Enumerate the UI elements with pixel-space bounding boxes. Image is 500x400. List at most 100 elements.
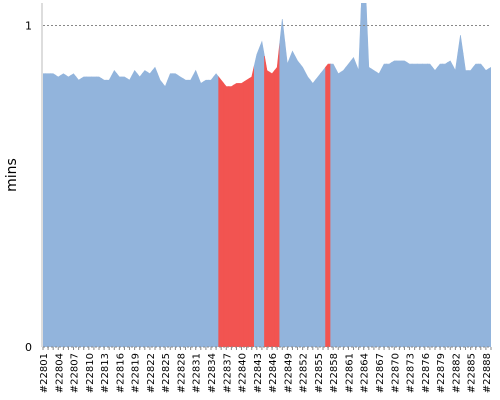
area-segment [192, 69, 199, 347]
area-segment [121, 76, 128, 347]
x-tick-label: #22867 [375, 353, 386, 393]
area-segment [45, 73, 51, 347]
area-segment [60, 73, 67, 347]
area-segment [208, 76, 214, 347]
area-segment [126, 75, 133, 347]
x-tick-label: #22816 [115, 353, 126, 393]
x-tick-label: #22804 [54, 353, 65, 393]
area-segment [80, 76, 87, 347]
x-tick-label: #22840 [238, 353, 249, 393]
x-tick-label: #22810 [85, 353, 96, 393]
area-segment [187, 75, 194, 347]
area-segment [75, 76, 82, 347]
area-segment [309, 79, 316, 347]
area-segment [131, 69, 138, 347]
area-segment [279, 19, 286, 347]
area-segment [432, 66, 438, 347]
x-tick-label: #22834 [207, 353, 218, 393]
area-segment [223, 82, 230, 347]
area-segment [376, 68, 382, 347]
area-segment [162, 80, 169, 347]
x-tick-label: #22825 [161, 353, 172, 393]
area-segment [411, 63, 418, 347]
area-segment [289, 50, 296, 347]
area-segment [345, 60, 352, 347]
x-tick-label: #22864 [360, 353, 371, 393]
x-tick-label: #22822 [146, 353, 157, 393]
x-tick-label: #22849 [283, 353, 294, 393]
x-tick-label: #22882 [451, 353, 462, 393]
area-segment [335, 68, 342, 347]
area-segment [203, 79, 209, 347]
area-segment [483, 66, 489, 347]
area-segment [462, 52, 469, 347]
area-segment [213, 73, 219, 347]
area-segment [442, 61, 449, 347]
area-segment [172, 73, 179, 347]
x-tick-label: #22819 [131, 353, 142, 393]
area-segment [228, 84, 235, 347]
area-segment [116, 72, 123, 347]
area-segment [304, 71, 311, 347]
area-segment [70, 73, 77, 347]
area-segment [350, 57, 357, 347]
x-tick-label: #22876 [421, 353, 432, 393]
x-tick-label: #22843 [253, 353, 264, 393]
area-segment [85, 76, 92, 347]
area-segment [325, 63, 331, 347]
y-tick-label: 1 [25, 20, 32, 33]
x-tick-label: #22888 [482, 353, 493, 393]
area-segment [243, 78, 250, 347]
x-tick-label: #22831 [192, 353, 203, 393]
area-segment [416, 63, 423, 347]
area-segment [101, 78, 107, 347]
area-segment [330, 63, 337, 347]
plot-area [43, 3, 491, 347]
area-segment [141, 70, 148, 347]
area-segment [406, 61, 413, 347]
area-segment [421, 63, 428, 347]
area-segment [294, 55, 301, 347]
area-segment [197, 76, 204, 347]
area-segment [391, 60, 398, 347]
area-segment [136, 72, 143, 347]
area-segment [50, 73, 57, 347]
x-tick-label: #22879 [436, 353, 447, 393]
area-segment [177, 74, 184, 347]
area-segment [238, 81, 245, 347]
area-segment [396, 60, 403, 347]
area-segment [106, 75, 113, 347]
y-axis-label: mins [4, 158, 20, 192]
area-segment [284, 41, 291, 347]
area-segment [467, 66, 474, 347]
x-tick-label: #22837 [222, 353, 233, 393]
area-segment [55, 74, 62, 347]
area-segment [472, 63, 479, 347]
area-segment [488, 66, 491, 347]
area-segment [457, 35, 464, 347]
area-segment [437, 63, 443, 347]
area-segment [147, 69, 153, 347]
area-segment [253, 47, 260, 347]
x-tick-label: #22846 [268, 353, 279, 393]
x-tick-label: #22858 [329, 353, 340, 393]
area-segment [360, 3, 367, 347]
area-segment [167, 73, 174, 347]
area-segment [43, 73, 46, 347]
x-tick-label: #22870 [390, 353, 401, 393]
area-segment [274, 43, 281, 347]
x-tick-label: #22852 [299, 353, 310, 393]
area-segment [96, 76, 102, 347]
x-tick-label: #22801 [39, 353, 50, 393]
area-segment [365, 6, 372, 347]
x-tick-label: #22873 [406, 353, 417, 393]
x-tick-label: #22807 [70, 353, 81, 393]
area-segment [427, 63, 433, 347]
area-segment [269, 69, 275, 347]
area-segment [152, 66, 158, 347]
area-segment [355, 7, 362, 347]
area-segment [315, 72, 321, 347]
area-segment [401, 60, 408, 347]
area-segment [157, 73, 163, 347]
